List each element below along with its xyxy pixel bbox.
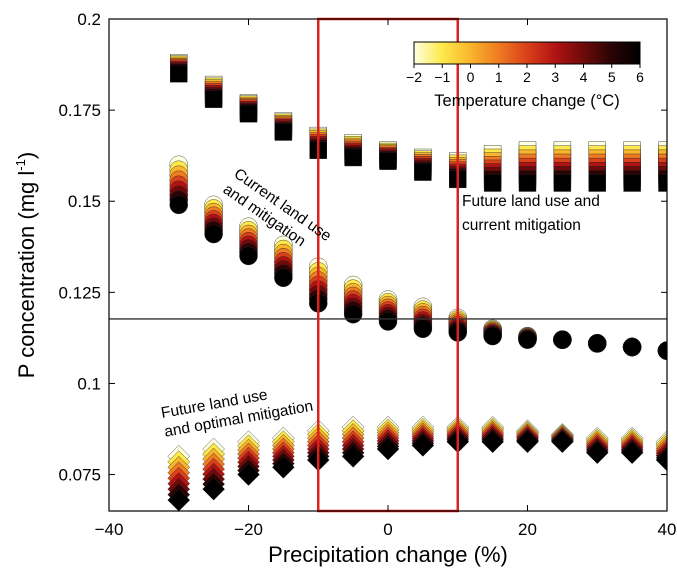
data-point-circle [553, 330, 572, 349]
data-point-diamond [202, 477, 225, 501]
data-point-square [658, 174, 667, 192]
data-point-square [414, 163, 432, 181]
colorbar-ticks: −2 −1 0 1 2 3 4 5 6 [406, 64, 644, 85]
y-tick-label: 0.1 [77, 374, 101, 393]
colorbar-tick-label: −1 [434, 69, 450, 85]
colorbar-title: Temperature change (°C) [434, 92, 619, 110]
x-tick-label: −40 [95, 520, 124, 539]
data-point-square [170, 64, 188, 83]
x-tick-label: 0 [383, 520, 392, 539]
data-point-circle [343, 305, 363, 324]
colorbar-tick-label: 3 [551, 69, 559, 85]
data-point-diamond [237, 463, 260, 486]
data-point-circle [413, 319, 433, 338]
colorbar-tick-label: 1 [495, 69, 503, 85]
data-point-square [553, 174, 572, 192]
y-tick-label: 0.15 [68, 192, 101, 211]
y-tick-label: 0.075 [58, 466, 101, 485]
y-tick-label: 0.125 [58, 283, 101, 302]
x-axis-label: Precipitation change (%) [268, 542, 508, 567]
data-point-square [274, 123, 293, 141]
data-point-circle [622, 337, 642, 357]
data-point-diamond [341, 445, 365, 468]
data-point-circle [204, 224, 223, 244]
data-point-square [483, 174, 502, 192]
data-point-circle [518, 330, 537, 349]
markers-layer [167, 54, 667, 511]
colorbar-bar [413, 41, 641, 65]
data-point-square [204, 90, 223, 108]
data-point-square [518, 174, 537, 192]
data-point-square [379, 152, 397, 170]
data-point-circle [657, 341, 667, 360]
data-point-square [623, 174, 641, 192]
colorbar-tick-label: 5 [608, 69, 616, 85]
data-point-diamond [411, 434, 435, 457]
label-future-current-line-2: current mitigation [462, 217, 581, 234]
y-axis-label-close: ) [14, 152, 39, 159]
data-point-circle [378, 312, 398, 331]
colorbar-tick-label: 0 [467, 69, 475, 85]
data-point-circle [483, 326, 502, 346]
label-future-current-mitigation: Future land use and current mitigation [462, 193, 604, 234]
data-point-square [239, 105, 258, 123]
data-point-circle [239, 246, 258, 266]
data-point-square [588, 174, 606, 192]
data-point-square [344, 148, 362, 167]
colorbar: −2 −1 0 1 2 3 4 5 6 Temperature change (°C) [406, 41, 644, 110]
x-tick-label: 20 [518, 520, 537, 539]
data-point-diamond [516, 430, 539, 454]
y-axis-label-superscript: -1 [13, 159, 28, 171]
data-point-diamond [272, 455, 295, 479]
data-point-diamond [167, 488, 191, 511]
data-point-diamond [551, 430, 574, 454]
y-tick-label: 0.2 [77, 10, 101, 29]
y-axis-label: P concentration (mg l-1) [13, 152, 39, 378]
colorbar-tick-label: 4 [580, 69, 588, 85]
data-point-diamond [620, 441, 644, 464]
x-tick-label: 40 [658, 520, 677, 539]
y-tick-label: 0.175 [58, 101, 101, 120]
x-tick-label: −20 [234, 520, 263, 539]
colorbar-tick-label: 2 [523, 69, 531, 85]
data-point-diamond [376, 437, 400, 461]
data-point-circle [588, 334, 607, 353]
data-point-diamond [585, 441, 609, 464]
data-point-circle [274, 268, 293, 287]
label-future-current-line-1: Future land use and [462, 193, 600, 210]
colorbar-tick-label: 6 [636, 69, 644, 85]
colorbar-tick-label: −2 [406, 69, 422, 85]
data-point-circle [169, 195, 188, 215]
label-future-optimal: Future land use and optimal mitigation [160, 379, 315, 441]
y-axis-label-main: P concentration (mg l [14, 171, 39, 378]
data-point-diamond [481, 430, 504, 454]
data-point-diamond [655, 448, 667, 472]
